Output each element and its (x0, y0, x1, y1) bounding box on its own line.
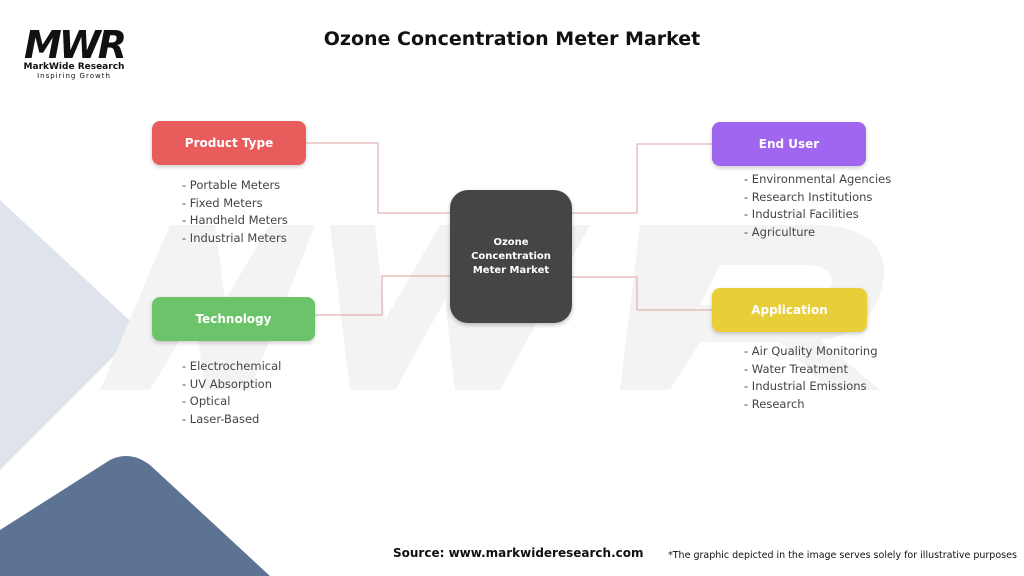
connector-application (565, 276, 712, 311)
center-node: Ozone Concentration Meter Market (450, 190, 572, 323)
list-item: - Industrial Meters (182, 230, 287, 245)
list-item: - Industrial Emissions (744, 379, 867, 393)
category-technology: Technology (152, 297, 315, 341)
left-triangle-shape (0, 200, 140, 470)
connector-end-user (565, 143, 712, 214)
technology-list: - Electrochemical - UV Absorption - Opti… (182, 358, 281, 428)
list-item: - Research (744, 396, 805, 411)
center-node-label: Ozone Concentration Meter Market (471, 236, 551, 276)
list-item: - Agriculture (744, 224, 816, 239)
connector-technology (315, 275, 452, 316)
application-list: - Air Quality Monitoring - Water Treatme… (744, 343, 878, 413)
list-item: - Fixed Meters (182, 195, 263, 210)
category-application: Application (712, 288, 867, 332)
disclaimer-note: *The graphic depicted in the image serve… (668, 550, 1017, 561)
list-item: - Industrial Facilities (744, 207, 859, 221)
list-item: - UV Absorption (182, 376, 272, 391)
source-text: Source: www.markwideresearch.com (393, 546, 644, 560)
category-end-user: End User (712, 122, 866, 166)
list-item: - Laser-Based (182, 411, 260, 426)
list-item: - Portable Meters (182, 178, 281, 192)
logo-tagline: Inspiring Growth (37, 72, 111, 80)
list-item: - Handheld Meters (182, 213, 288, 227)
list-item: - Air Quality Monitoring (744, 344, 878, 358)
end-user-list: - Environmental Agencies - Research Inst… (744, 171, 891, 241)
logo-name: MarkWide Research (23, 62, 125, 72)
list-item: - Optical (182, 394, 231, 408)
bottom-left-shape (0, 456, 270, 576)
list-item: - Electrochemical (182, 359, 282, 373)
logo: MWR MarkWide Research Inspiring Growth (20, 23, 128, 80)
product-type-list: - Portable Meters - Fixed Meters - Handh… (182, 177, 288, 247)
page-title: Ozone Concentration Meter Market (323, 28, 701, 50)
category-product-type: Product Type (152, 121, 306, 165)
logo-mark: MWR (24, 23, 127, 67)
list-item: - Environmental Agencies (744, 172, 892, 186)
connector-product-type (306, 142, 452, 214)
list-item: - Water Treatment (744, 361, 848, 376)
list-item: - Research Institutions (744, 189, 873, 204)
